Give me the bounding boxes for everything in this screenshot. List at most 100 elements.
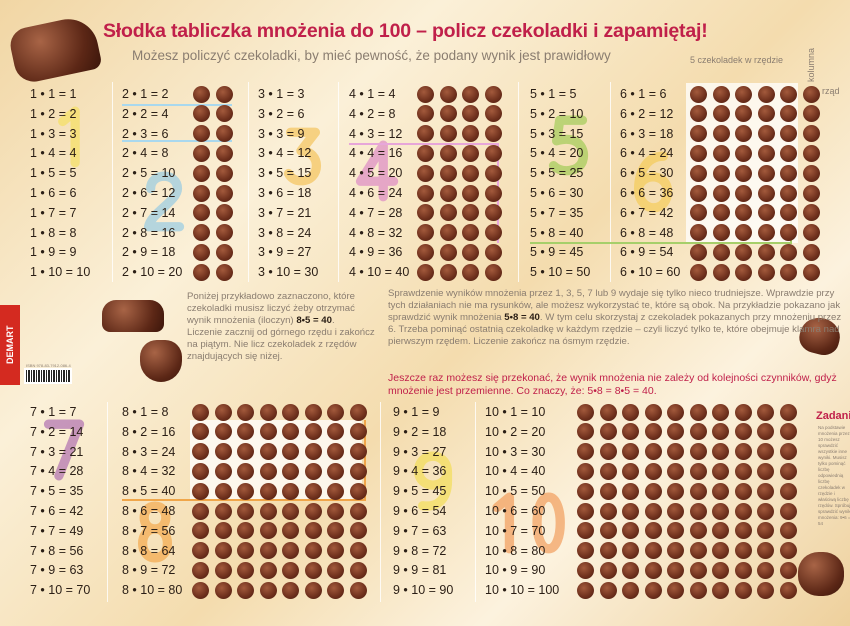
highlight-bracket-2: [122, 104, 232, 142]
big-digit-4: [355, 140, 399, 202]
chocolate-icon: [667, 542, 684, 560]
highlight-bracket-8x5: [122, 420, 366, 501]
equation: 6 • 4 = 24: [620, 146, 674, 161]
chocolate-icon: [735, 144, 752, 162]
page-subtitle: Możesz policzyć czekoladki, by mieć pewn…: [132, 48, 611, 63]
chocolate-icon: [215, 204, 233, 222]
chocolate-icon: [757, 224, 775, 242]
chocolate-icon: [757, 581, 774, 599]
chocolate-icon: [689, 482, 707, 500]
chocolate-icon: [757, 462, 774, 480]
chocolate-icon: [304, 542, 322, 560]
chocolate-icon: [349, 482, 367, 500]
chocolate-icon: [734, 581, 752, 599]
chocolate-icon: [327, 561, 344, 579]
equation: 1 • 5 = 5: [30, 166, 77, 181]
chocolate-icon: [757, 204, 775, 222]
equation: 8 • 2 = 16: [122, 424, 176, 439]
equation: 7 • 6 = 42: [30, 504, 84, 518]
chocolate-icon: [215, 125, 233, 143]
chocolate-icon: [735, 125, 752, 143]
chocolate-icon: [689, 462, 707, 480]
chocolate-icon: [599, 462, 617, 480]
chocolate-icon: [462, 224, 479, 242]
equation: 4 • 4 = 16: [349, 146, 403, 161]
chocolate-icon: [439, 105, 457, 123]
chocolate-icon: [462, 263, 479, 281]
divider: [380, 402, 381, 602]
chocolate-icon: [237, 423, 254, 441]
equation: 4 • 3 = 12: [349, 126, 403, 141]
chocolate-icon: [757, 263, 775, 281]
chocolate-icon: [622, 403, 639, 421]
equation: 10 • 10 = 100: [485, 583, 560, 598]
chocolate-icon: [417, 164, 434, 182]
chocolate-icon: [622, 443, 639, 461]
chocolate-icon: [577, 502, 594, 520]
equation: 1 • 6 = 6: [30, 186, 77, 200]
equation: 4 • 7 = 28: [349, 205, 403, 220]
chocolate-icon: [237, 581, 254, 599]
equation: 8 • 8 = 64: [122, 543, 176, 558]
equation: 8 • 9 = 72: [122, 563, 176, 578]
equation: 9 • 9 = 81: [393, 563, 447, 578]
equation: 5 • 7 = 35: [530, 205, 584, 220]
equation: 2 • 2 = 4: [122, 106, 169, 121]
chocolate-icon: [780, 243, 797, 261]
chocolate-icon: [193, 164, 210, 182]
chocolate-icon: [690, 164, 707, 182]
chocolate-icon: [214, 443, 232, 461]
chocolate-icon: [417, 105, 434, 123]
chocolate-icon: [599, 522, 617, 540]
equation: 2 • 8 = 16: [122, 225, 176, 240]
chocolate-icon: [712, 243, 730, 261]
chocolate-icon: [667, 581, 684, 599]
equation: 3 • 6 = 18: [258, 186, 312, 200]
chocolate-icon: [712, 443, 729, 461]
chocolate-icon: [439, 263, 457, 281]
chocolate-icon: [780, 85, 797, 103]
equation: 9 • 1 = 9: [393, 405, 440, 419]
chocolate-icon: [327, 462, 344, 480]
chocolate-icon: [439, 224, 457, 242]
equation: 1 • 4 = 4: [30, 146, 77, 161]
chocolate-icon: [462, 144, 479, 162]
equation: 10 • 5 = 50: [485, 484, 546, 499]
chocolate-icon: [802, 243, 820, 261]
chocolate-icon: [802, 105, 820, 123]
chocolate-icon: [417, 263, 434, 281]
chocolate-icon: [577, 443, 594, 461]
chocolate-icon: [417, 243, 434, 261]
equation: 3 • 5 = 15: [258, 166, 312, 181]
chocolate-icon: [215, 105, 233, 123]
equation: 8 • 3 = 24: [122, 444, 176, 459]
chocolate-icon: [780, 224, 797, 242]
chocolate-icon: [734, 482, 752, 500]
equation: 2 • 4 = 8: [122, 146, 169, 161]
equation: 4 • 8 = 32: [349, 225, 403, 240]
chocolate-icon: [644, 502, 662, 520]
chocolate-icon: [712, 204, 730, 222]
chocolate-icon: [712, 423, 729, 441]
chocolate-icon: [780, 125, 797, 143]
equation: 6 • 7 = 42: [620, 205, 674, 220]
task-text: Na podstawie mnożenia przez 10 możesz sp…: [818, 425, 850, 526]
chocolate-icon: [734, 423, 752, 441]
chocolate-icon: [779, 502, 797, 520]
chocolate-icon: [327, 423, 344, 441]
equation: 5 • 2 = 10: [530, 106, 584, 121]
chocolate-icon: [622, 542, 639, 560]
chocolate-icon: [735, 224, 752, 242]
left-note-text2: Liczenie zacznij od górnego rzędu i zako…: [187, 327, 375, 362]
chocolate-icon: [622, 423, 639, 441]
equation: 2 • 9 = 18: [122, 245, 176, 260]
chocolate-icon: [644, 443, 662, 461]
chocolate-icon: [757, 423, 774, 441]
chocolate-icon: [644, 423, 662, 441]
chocolate-icon: [259, 502, 277, 520]
equation: 10 • 6 = 60: [485, 504, 546, 518]
chocolate-icon: [484, 204, 502, 222]
equation: 7 • 8 = 56: [30, 543, 84, 558]
chocolate-icon: [577, 423, 594, 441]
equation: 8 • 1 = 8: [122, 405, 169, 419]
